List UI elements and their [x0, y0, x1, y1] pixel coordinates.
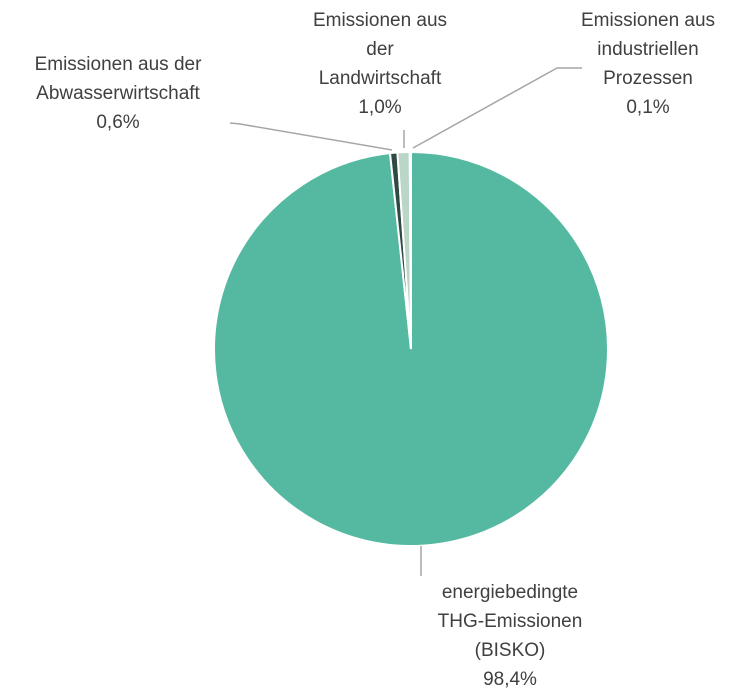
leader-line: [412, 67, 582, 149]
value-label: 1,0%: [358, 97, 402, 118]
value-label: 0,6%: [96, 112, 140, 133]
pie-slice: [408, 150, 412, 350]
slice-label: Emissionen aus der Landwirtschaft 1,0%: [305, 6, 455, 122]
category-label: Emissionen aus der Abwasserwirtschaft: [34, 54, 202, 104]
value-label: 98,4%: [483, 669, 537, 690]
slice-label: energiebedingte THG-Emissionen (BISKO) 9…: [430, 578, 590, 694]
value-label: 0,1%: [626, 97, 670, 118]
slice-label: Emissionen aus der Abwasserwirtschaft 0,…: [13, 50, 223, 137]
slice-label: Emissionen aus industriellen Prozessen 0…: [573, 6, 723, 122]
leader-line: [229, 122, 393, 151]
category-label: Emissionen aus industriellen Prozessen: [580, 10, 716, 89]
category-label: Emissionen aus der Landwirtschaft: [312, 10, 448, 89]
category-label: energiebedingte THG-Emissionen (BISKO): [437, 582, 583, 661]
